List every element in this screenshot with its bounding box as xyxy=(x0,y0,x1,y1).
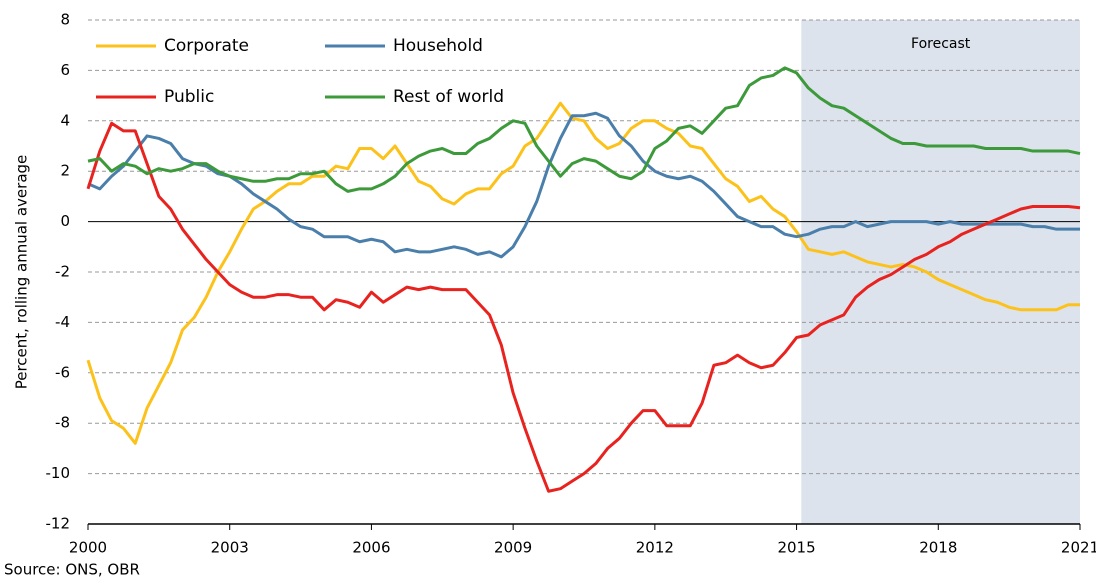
y-axis-label: Percent, rolling annual average xyxy=(13,155,31,390)
x-tick-label: 2009 xyxy=(494,539,532,557)
legend-label: Rest of world xyxy=(393,87,504,107)
series-line xyxy=(86,101,1080,445)
x-tick-label: 2012 xyxy=(636,539,674,557)
y-tick-label: -8 xyxy=(55,414,70,432)
x-tick-label: 2003 xyxy=(211,539,249,557)
x-tick-label: 2021 xyxy=(1061,539,1096,557)
x-tick-label: 2006 xyxy=(352,539,390,557)
y-tick-label: 4 xyxy=(60,111,70,129)
y-tick-label: 6 xyxy=(60,61,70,79)
y-tick-label: 8 xyxy=(60,11,70,29)
forecast-label: Forecast xyxy=(911,36,971,52)
legend-label: Household xyxy=(393,36,483,56)
y-tick-label: 2 xyxy=(60,162,70,180)
series-line xyxy=(87,111,1080,259)
source-note: Source: ONS, OBR xyxy=(4,561,140,579)
legend-label: Corporate xyxy=(164,36,249,56)
y-tick-label: -10 xyxy=(46,464,71,482)
x-tick-label: 2015 xyxy=(777,539,815,557)
x-tick-label: 2000 xyxy=(69,539,107,557)
legend-label: Public xyxy=(164,87,214,107)
y-tick-label: -4 xyxy=(55,313,70,331)
forecast-shade xyxy=(801,20,1080,524)
x-tick-label: 2018 xyxy=(919,539,957,557)
y-tick-label: -12 xyxy=(46,515,71,533)
series-line xyxy=(86,121,1081,493)
series-line xyxy=(87,66,1081,193)
y-tick-label: -6 xyxy=(55,363,70,381)
y-tick-label: 0 xyxy=(60,212,70,230)
y-tick-label: -2 xyxy=(55,263,70,281)
